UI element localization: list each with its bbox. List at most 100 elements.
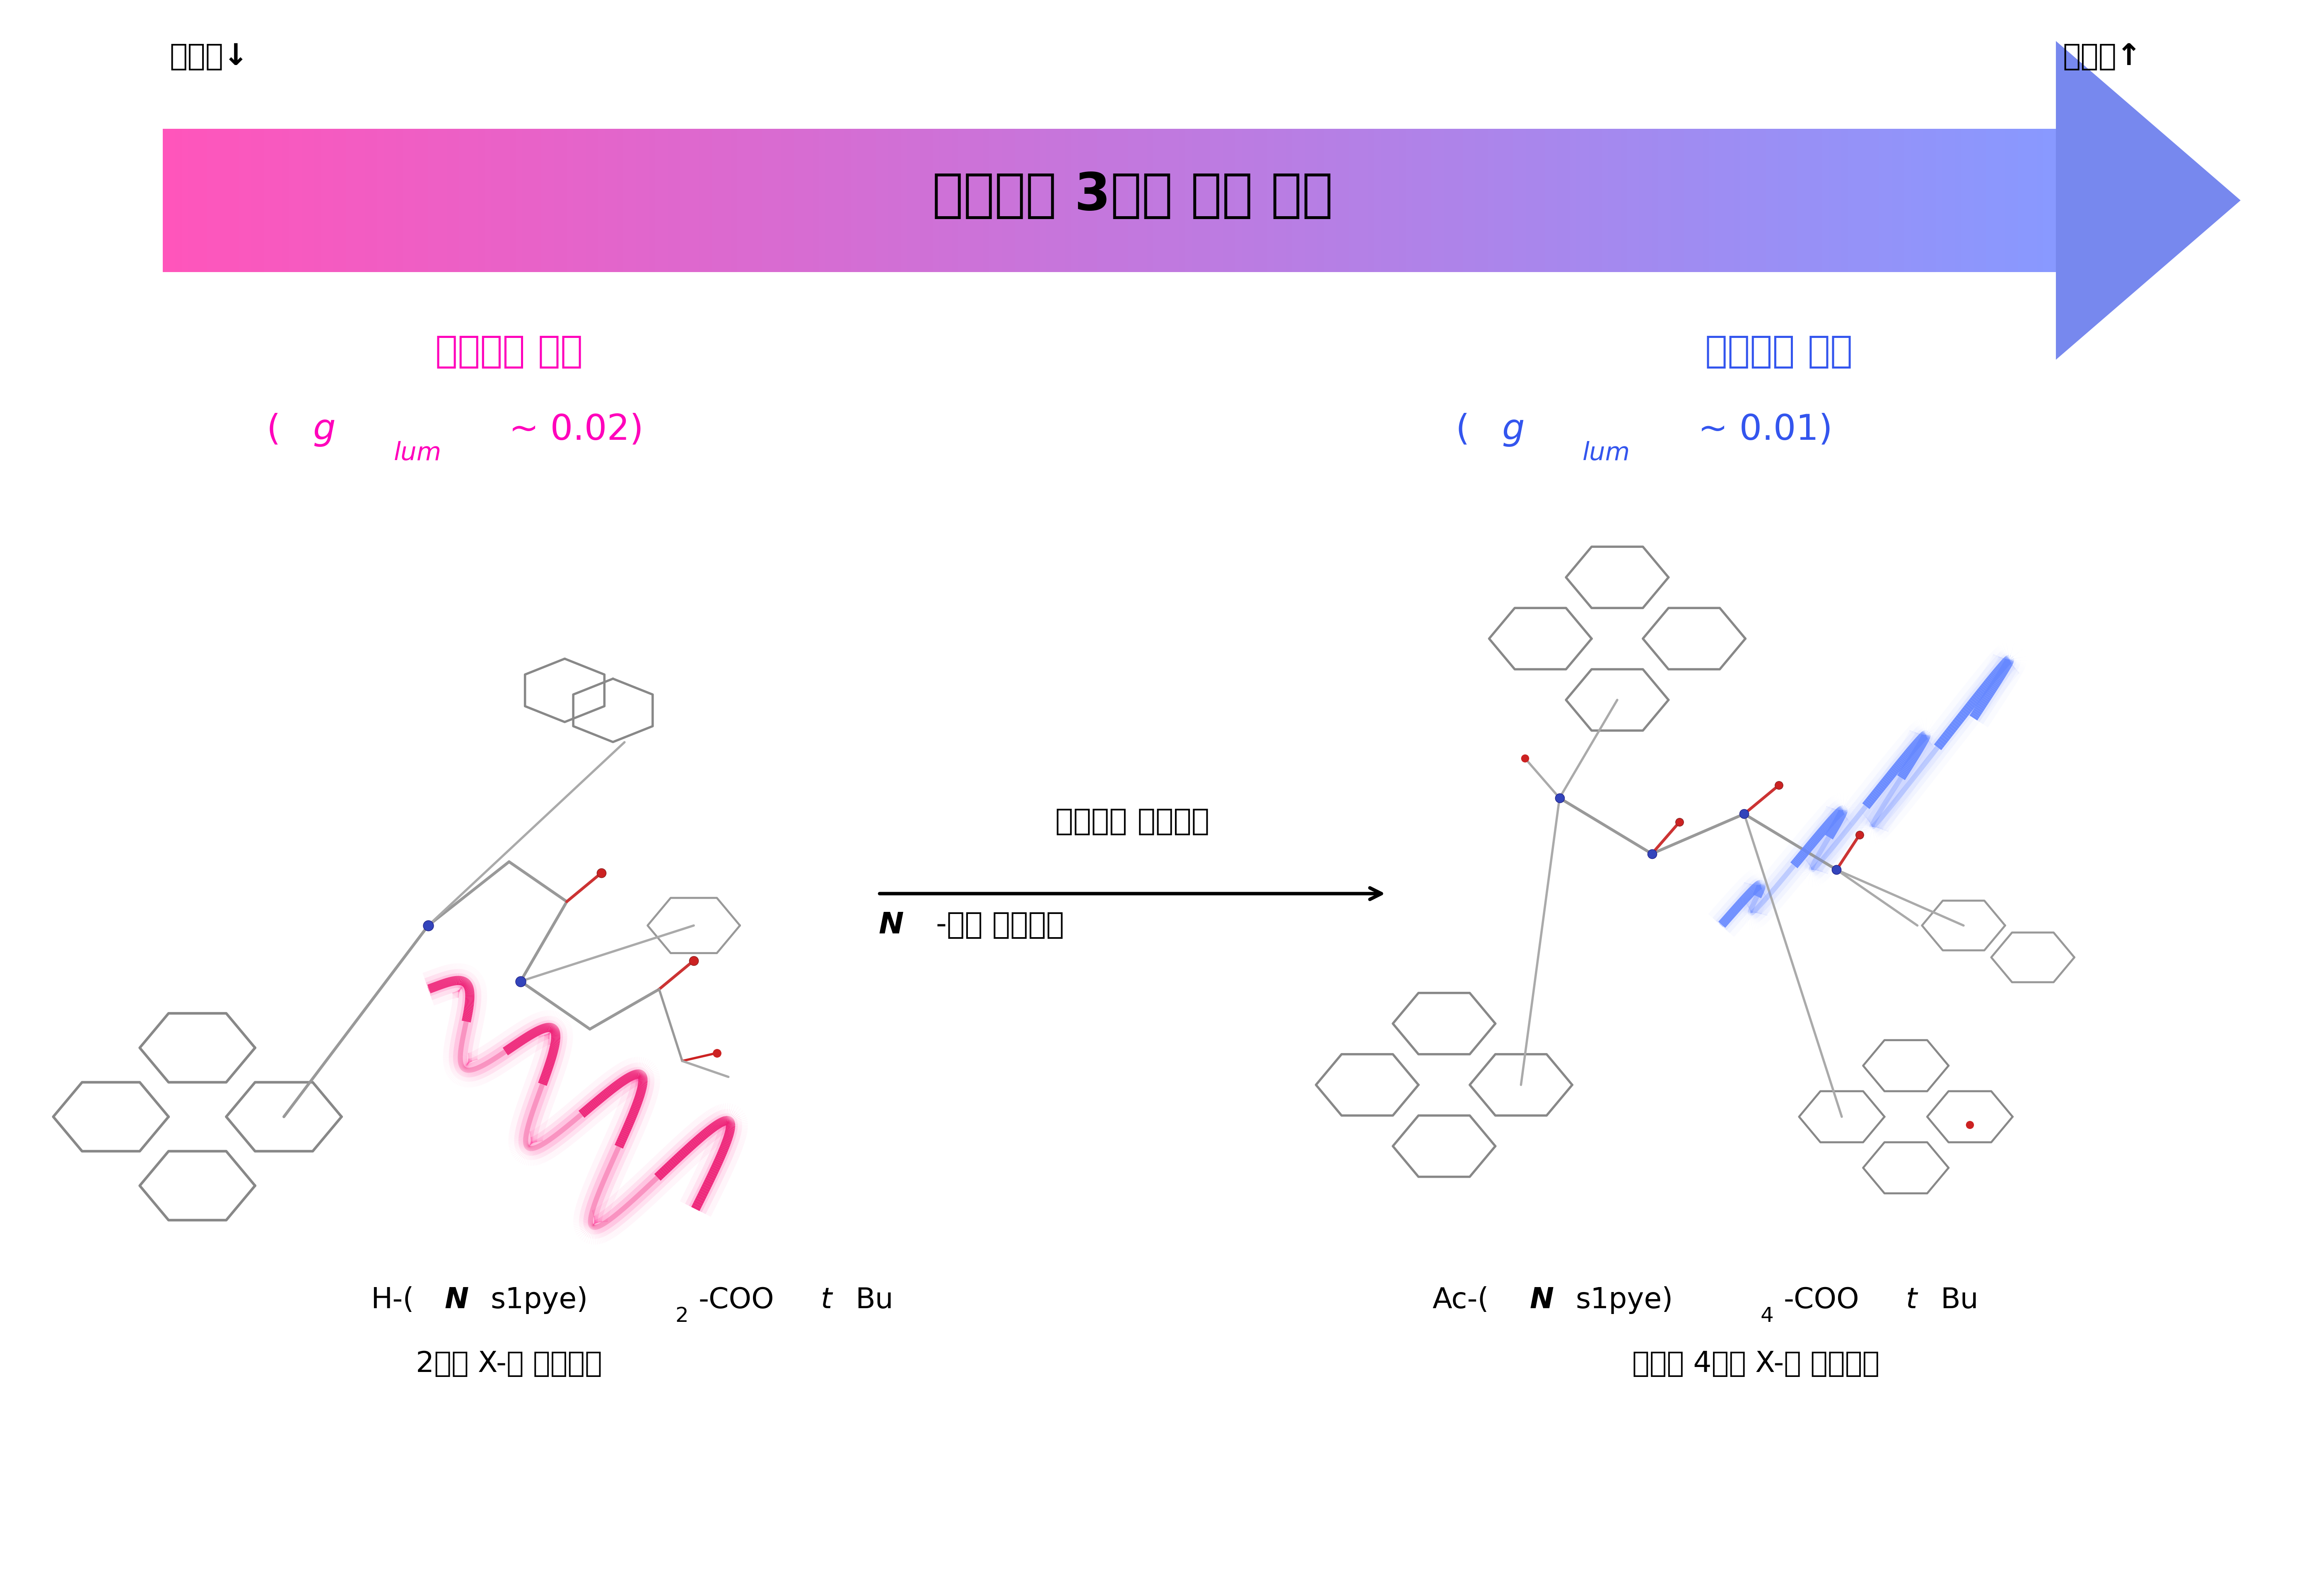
Bar (1853, 129, 1860, 271)
Bar (952, 129, 959, 271)
Text: 펩토이드 길이조절: 펩토이드 길이조절 (1056, 808, 1209, 836)
Bar (1204, 129, 1211, 271)
Bar (1897, 129, 1907, 271)
Bar (642, 129, 649, 271)
Text: s1pye): s1pye) (490, 1286, 587, 1314)
Text: -COO: -COO (1784, 1286, 1858, 1314)
Bar (1179, 129, 1186, 271)
Bar (1558, 129, 1565, 271)
Bar (1495, 129, 1502, 271)
Bar (321, 129, 328, 271)
Bar (1400, 129, 1407, 271)
Bar (901, 129, 908, 271)
Bar (282, 129, 291, 271)
Bar (226, 129, 233, 271)
Bar (1142, 129, 1149, 271)
Bar (1602, 129, 1608, 271)
Bar (839, 129, 846, 271)
Bar (1867, 129, 1874, 271)
Bar (358, 129, 365, 271)
Bar (883, 129, 890, 271)
Bar (559, 129, 569, 271)
Bar (719, 129, 726, 271)
Bar (996, 129, 1003, 271)
Bar (927, 129, 934, 271)
Bar (1444, 129, 1451, 271)
Bar (1368, 129, 1375, 271)
Bar (1229, 129, 1236, 271)
Bar (617, 129, 624, 271)
Bar (712, 129, 719, 271)
Bar (686, 129, 693, 271)
Bar (1128, 129, 1135, 271)
Bar (1266, 129, 1276, 271)
Text: t: t (1907, 1286, 1918, 1314)
Bar (592, 129, 599, 271)
Bar (1072, 129, 1079, 271)
Bar (1172, 129, 1181, 271)
Bar (347, 129, 354, 271)
Bar (162, 129, 171, 271)
Bar (1849, 129, 1856, 271)
Bar (1153, 129, 1160, 271)
Bar (1146, 129, 1156, 271)
Bar (478, 129, 485, 271)
Bar (1065, 129, 1072, 271)
Bar (774, 129, 783, 271)
Bar (894, 129, 901, 271)
Bar (844, 129, 853, 271)
Bar (1759, 129, 1768, 271)
Bar (1437, 129, 1444, 271)
Bar (1077, 129, 1086, 271)
Bar (649, 129, 656, 271)
Bar (395, 129, 404, 271)
Bar (763, 129, 770, 271)
Bar (2031, 129, 2038, 271)
Bar (756, 129, 763, 271)
Bar (1872, 129, 1881, 271)
Bar (964, 129, 971, 271)
Bar (1280, 129, 1287, 271)
Bar (213, 129, 222, 271)
Bar (497, 129, 504, 271)
Bar (793, 129, 802, 271)
Bar (945, 129, 952, 271)
Bar (289, 129, 296, 271)
Bar (1456, 129, 1463, 271)
Bar (1008, 129, 1017, 271)
Bar (1223, 129, 1229, 271)
Bar (522, 129, 529, 271)
Bar (277, 129, 284, 271)
Bar (1835, 129, 1842, 271)
Bar (1987, 129, 1994, 271)
Bar (1507, 129, 1514, 271)
Bar (1992, 129, 2001, 271)
Bar (744, 129, 751, 271)
Bar (1216, 129, 1225, 271)
Bar (1911, 129, 1918, 271)
Bar (1773, 129, 1779, 271)
Bar (421, 129, 430, 271)
Bar (2011, 129, 2020, 271)
Bar (252, 129, 259, 271)
Bar (876, 129, 883, 271)
Bar (471, 129, 478, 271)
Bar (1777, 129, 1786, 271)
Bar (913, 129, 922, 271)
Text: lum: lum (1583, 440, 1629, 466)
Bar (536, 129, 543, 271)
Bar (1803, 129, 1812, 271)
Bar (1904, 129, 1911, 271)
Bar (1828, 129, 1837, 271)
Bar (365, 129, 372, 271)
Bar (971, 129, 978, 271)
Bar (1003, 129, 1010, 271)
Bar (2018, 129, 2024, 271)
Bar (887, 129, 897, 271)
Bar (1463, 129, 1470, 271)
Text: 4: 4 (1761, 1306, 1773, 1326)
Bar (850, 129, 857, 271)
Bar (1659, 129, 1666, 271)
Text: -말단 아세틸화: -말단 아세틸화 (936, 911, 1065, 940)
Bar (2006, 129, 2013, 271)
